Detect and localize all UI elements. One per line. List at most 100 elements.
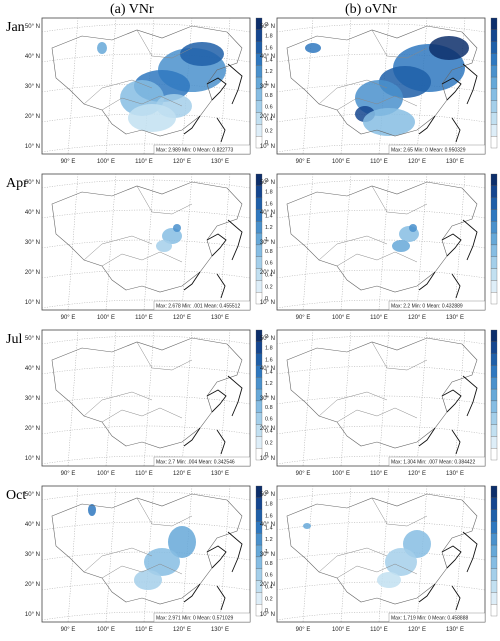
map-panel: 50° N 40° N 30° N 20° N 10° N 90° E 100° E 110°… <box>20 14 273 173</box>
shaded-region <box>128 104 176 132</box>
coastline <box>451 117 461 143</box>
latitude-label: 40° N <box>25 210 40 216</box>
stats-text: Max: 2.971 Min: 0 Mean: 0.571029 <box>156 616 233 622</box>
latitude-label: 20° N <box>25 114 40 120</box>
longitude-gridline <box>302 485 314 623</box>
latitude-gridline <box>276 491 486 501</box>
latitude-label: 10° N <box>260 144 275 150</box>
latitude-label: 10° N <box>260 300 275 306</box>
colorbar-swatch <box>490 221 498 234</box>
colorbar-tick-label: 0.6 <box>265 417 273 423</box>
colorbar-swatch <box>490 100 498 113</box>
longitude-label: 100° E <box>332 315 350 321</box>
colorbar: 2 1.8 1.6 1.4 1.2 1 0.8 0.6 0.4 0.2 0 <box>255 173 273 305</box>
colorbar-tick-label: 2 <box>265 334 268 340</box>
colorbar-tick-label: 0 <box>265 608 268 614</box>
colorbar-swatch <box>490 485 498 498</box>
map-panel: 50° N 40° N 30° N 20° N 10° N 90° E 100° E 110°… <box>255 482 498 641</box>
colorbar-tick-label: 0.8 <box>265 405 273 411</box>
longitude-label: 110° E <box>135 159 153 165</box>
shaded-region <box>377 572 401 588</box>
map-svg: 50° N40° N30° N20° N10° N90° E 100° E 110°… <box>260 173 498 321</box>
colorbar-swatch <box>490 424 498 437</box>
map-svg: 50° N40° N30° N20° N10° N90° E 100° E 110°… <box>25 173 273 321</box>
stats-text: Max: 2.678 Min: .001 Mean: 0.455512 <box>156 304 240 310</box>
longitude-label: 100° E <box>332 159 350 165</box>
longitude-label: 120° E <box>408 159 426 165</box>
colorbar-tick-label: 1 <box>265 393 268 399</box>
colorbar-tick-label: 0.4 <box>265 116 273 122</box>
stats-box: Max: 2.2 Min: 0 Mean: 0.432889 <box>388 300 486 311</box>
coastline <box>451 273 461 299</box>
colorbar-swatch <box>490 329 498 342</box>
stats-box: Max: 2.989 Min: 0 Mean: 0.822773 <box>153 144 251 155</box>
longitude-label: 100° E <box>97 471 115 477</box>
latitude-label: 10° N <box>260 612 275 618</box>
latitude-label: 40° N <box>260 522 275 528</box>
colorbar-tick-label: 1.2 <box>265 381 273 387</box>
colorbar-swatch <box>490 412 498 425</box>
latitude-label: 30° N <box>25 396 40 402</box>
colorbar-tick-label: 1.6 <box>265 358 273 364</box>
latitude-label: 30° N <box>25 240 40 246</box>
longitude-label: 110° E <box>370 159 388 165</box>
colorbar-tick-label: 2 <box>265 178 268 184</box>
shaded-region <box>429 36 469 60</box>
row-label-jan: Jan <box>6 20 25 35</box>
longitude-gridline <box>378 329 390 467</box>
map-panel: 50° N 40° N 30° N 20° N 10° N 90° E 100° E 110°… <box>20 326 273 485</box>
longitude-label: 100° E <box>97 159 115 165</box>
longitude-gridline <box>416 329 428 467</box>
colorbar-swatch <box>490 400 498 413</box>
shaded-region <box>303 523 311 529</box>
longitude-gridline <box>302 329 314 467</box>
colorbar-swatch <box>490 509 498 522</box>
stats-box: Max: 2.65 Min: 0 Mean: 0.950329 <box>388 144 486 155</box>
colorbar-tick-label: 1.2 <box>265 225 273 231</box>
longitude-label: 130° E <box>211 315 229 321</box>
longitude-gridline <box>67 329 79 467</box>
shaded-region <box>385 548 417 576</box>
longitude-label: 120° E <box>173 315 191 321</box>
shaded-region <box>134 570 162 590</box>
longitude-label: 120° E <box>173 159 191 165</box>
colorbar-swatch <box>490 292 498 305</box>
latitude-gridline <box>276 335 486 345</box>
colorbar-swatch <box>490 53 498 66</box>
colorbar-swatch <box>490 112 498 125</box>
latitude-label: 40° N <box>25 54 40 60</box>
colorbar-swatch <box>490 268 498 281</box>
colorbar-swatch <box>490 568 498 581</box>
colorbar-swatch <box>490 533 498 546</box>
colorbar-swatch <box>490 365 498 378</box>
longitude-gridline <box>105 17 117 155</box>
longitude-gridline <box>340 17 352 155</box>
latitude-label: 50° N <box>25 180 40 186</box>
colorbar-tick-label: 1.4 <box>265 57 273 63</box>
longitude-label: 110° E <box>135 315 153 321</box>
map-svg: 50° N40° N30° N20° N10° N90° E 100° E 110°… <box>260 485 498 633</box>
map-svg: 50° N40° N30° N20° N10° N90° E 100° E 110°… <box>260 329 498 477</box>
colorbar-swatch <box>255 604 263 617</box>
longitude-label: 130° E <box>446 471 464 477</box>
latitude-gridline <box>276 521 486 531</box>
colorbar-swatch <box>490 341 498 354</box>
colorbar-tick-label: 0.2 <box>265 596 273 602</box>
shaded-region <box>97 42 107 54</box>
colorbar-swatch <box>490 197 498 210</box>
coastline <box>183 63 243 135</box>
latitude-gridline <box>276 365 486 375</box>
longitude-label: 90° E <box>61 315 76 321</box>
map-panel: 50° N 40° N 30° N 20° N 10° N 90° E 100° E 110°… <box>255 170 498 329</box>
longitude-gridline <box>181 173 193 311</box>
longitude-label: 90° E <box>296 315 311 321</box>
latitude-label: 30° N <box>260 240 275 246</box>
latitude-gridline <box>276 23 486 33</box>
colorbar-swatch <box>490 244 498 257</box>
colorbar-tick-label: 1 <box>265 237 268 243</box>
latitude-label: 30° N <box>25 84 40 90</box>
latitude-gridline <box>276 269 486 279</box>
colorbar-tick-label: 1 <box>265 549 268 555</box>
latitude-gridline <box>41 179 251 189</box>
latitude-gridline <box>41 335 251 345</box>
